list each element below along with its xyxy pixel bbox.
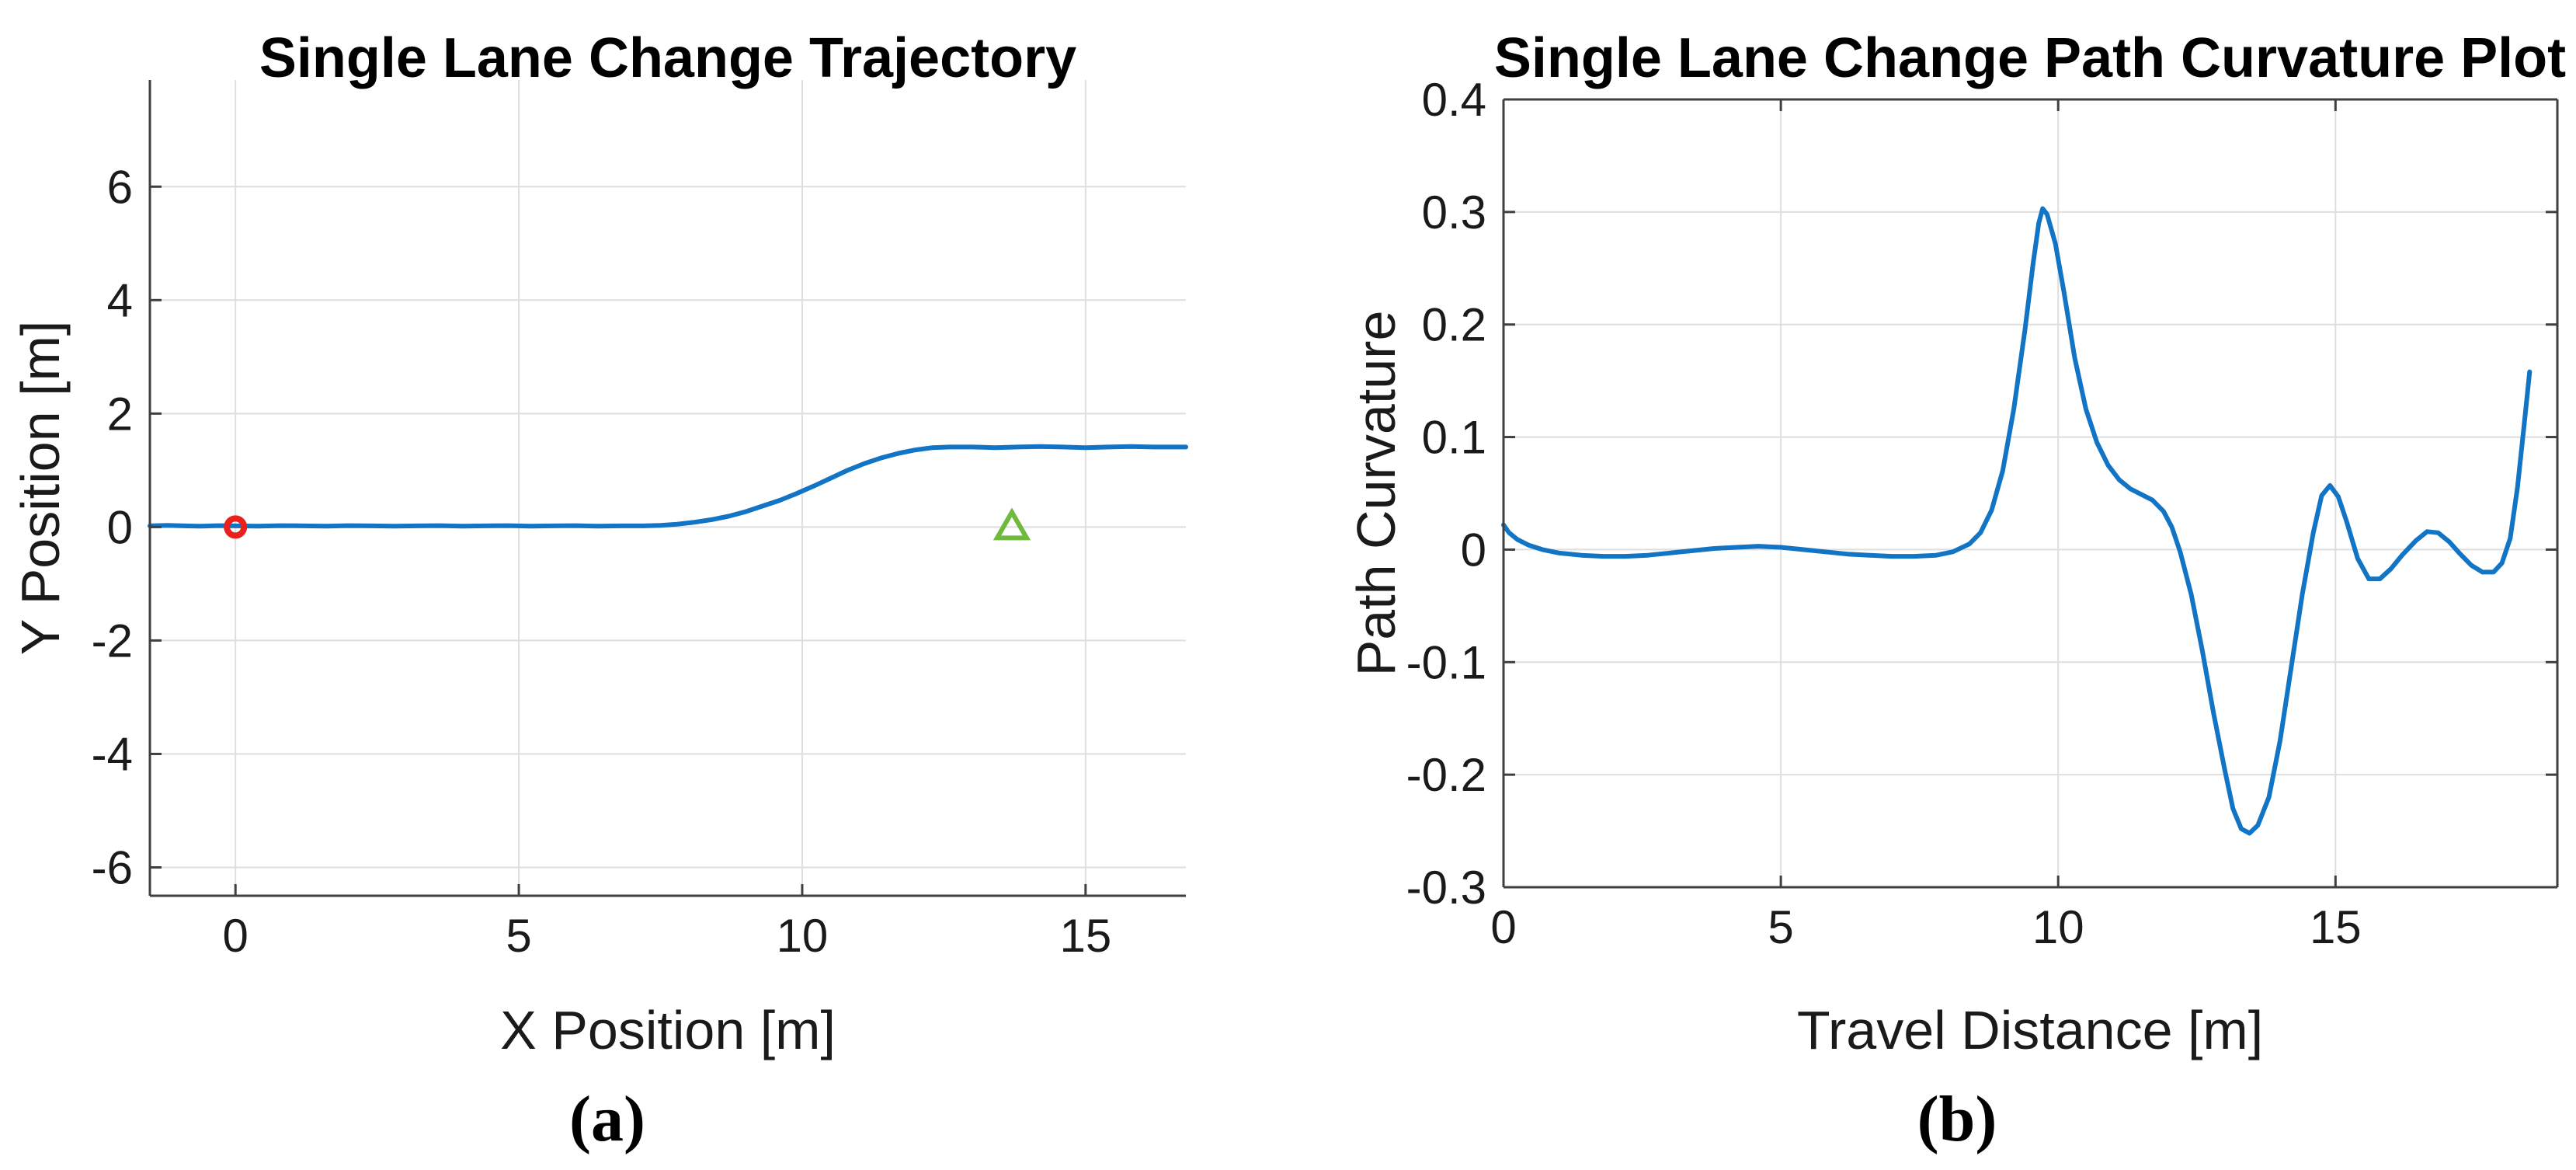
panel-a-caption: (a) <box>569 1083 645 1155</box>
y-tick-label: 0 <box>107 501 133 553</box>
x-tick-label: 10 <box>2032 901 2084 953</box>
plot-panel-b: 0 5 10 15 -0.3 -0.2 -0.1 0 0.1 0.2 0.3 0.4 <box>1406 74 2559 953</box>
trajectory-x-axis-label: X Position [m] <box>500 1000 836 1060</box>
start-marker-circle-icon <box>224 515 248 539</box>
plot-panel-a: 0 5 10 15 -6 -4 -2 0 2 4 6 <box>92 80 1188 962</box>
y-tick-label: 0 <box>1461 524 1486 576</box>
y-tick-label: -0.1 <box>1406 636 1486 688</box>
y-tick-label: -4 <box>92 728 133 780</box>
y-tick-label: -2 <box>92 615 133 667</box>
y-tick-label: 0.1 <box>1422 412 1486 464</box>
y-tick-label: 0.4 <box>1422 74 1486 126</box>
series-line-path-curvature <box>1501 206 2533 836</box>
series-line-vehicle-trajectory <box>148 444 1188 529</box>
trajectory-y-axis-label: Y Position [m] <box>10 320 71 656</box>
x-tick-label: 10 <box>777 910 829 962</box>
y-tick-label: 4 <box>107 274 133 326</box>
y-tick-label: 6 <box>107 161 133 213</box>
curvature-y-axis-label: Path Curvature <box>1346 310 1406 677</box>
x-tick-label: 5 <box>506 910 531 962</box>
y-tick-label: -6 <box>92 841 133 893</box>
curvature-x-axis-label: Travel Distance [m] <box>1796 1000 2264 1060</box>
end-marker-triangle-icon <box>993 507 1031 541</box>
curvature-plot-title: Single Lane Change Path Curvature Plot <box>1493 27 2567 89</box>
x-tick-label: 15 <box>1059 910 1111 962</box>
x-tick-label: 5 <box>1768 901 1793 953</box>
y-tick-label: -0.2 <box>1406 749 1486 801</box>
y-tick-label: 2 <box>107 388 133 440</box>
x-tick-label: 0 <box>1490 901 1516 953</box>
y-tick-label: 0.3 <box>1422 186 1486 239</box>
trajectory-plot-title: Single Lane Change Trajectory <box>259 27 1077 89</box>
panel-b-caption: (b) <box>1917 1083 1997 1155</box>
y-tick-label: 0.2 <box>1422 299 1486 351</box>
x-tick-label: 0 <box>223 910 249 962</box>
y-tick-label: -0.3 <box>1406 862 1486 914</box>
x-tick-label: 15 <box>2310 901 2362 953</box>
